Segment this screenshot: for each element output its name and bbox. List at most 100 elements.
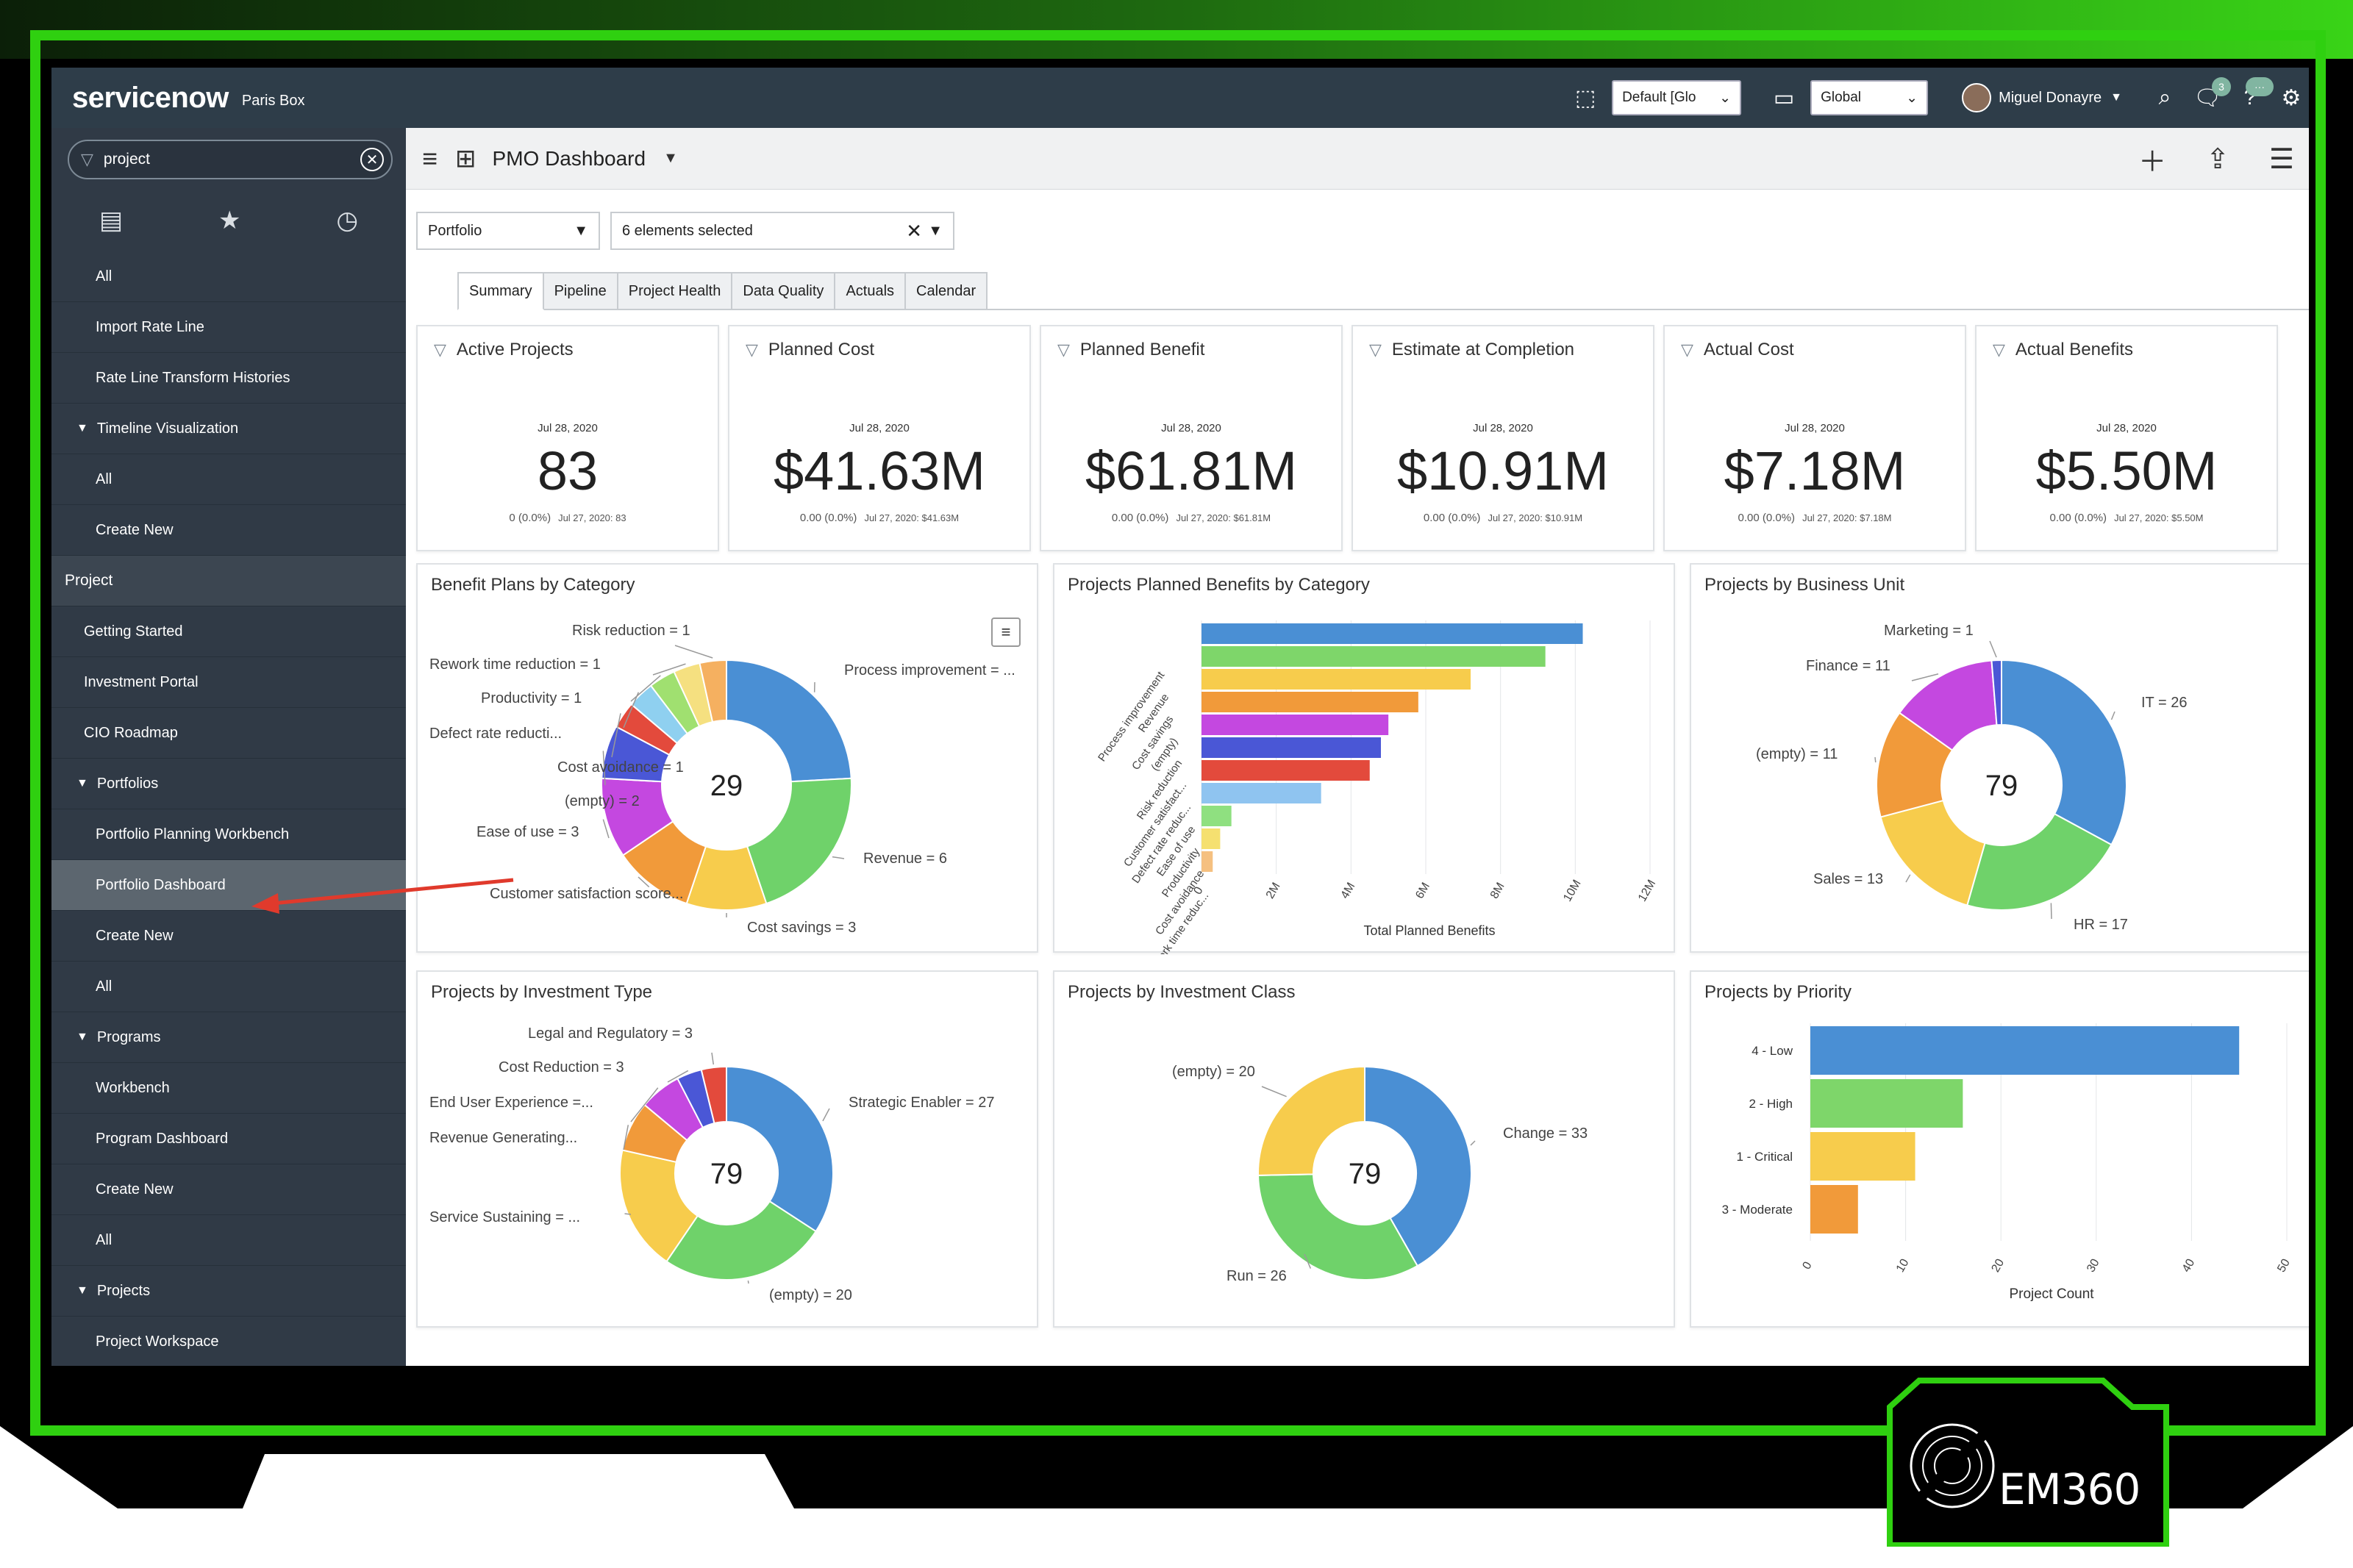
- nav-item[interactable]: Create New: [51, 1164, 406, 1215]
- bar[interactable]: [1202, 715, 1389, 735]
- nav-item[interactable]: Timeline Visualization: [51, 404, 406, 454]
- app-scope-select[interactable]: Default [Glo ⌄: [1612, 80, 1742, 115]
- donut-slice[interactable]: [1966, 812, 2113, 911]
- nav-item[interactable]: Portfolio Planning Workbench: [51, 809, 406, 860]
- bar[interactable]: [1810, 1185, 1858, 1234]
- donut-slice[interactable]: [1257, 1173, 1419, 1281]
- bar[interactable]: [1202, 669, 1471, 690]
- nav-item[interactable]: Portfolios: [51, 759, 406, 809]
- donut-slice[interactable]: [700, 1065, 727, 1125]
- bar[interactable]: [1202, 783, 1321, 803]
- elements-filter-select[interactable]: 6 elements selected ✕ ▼: [610, 212, 954, 250]
- annotation-arrow: [251, 878, 514, 914]
- donut-slice[interactable]: [726, 659, 852, 783]
- user-avatar[interactable]: [1962, 83, 1992, 112]
- tab-pipeline[interactable]: Pipeline: [543, 272, 618, 310]
- app-scope-icon[interactable]: ⬚: [1574, 85, 1596, 110]
- help-icon[interactable]: ? ···: [2237, 77, 2274, 111]
- slice-label: IT = 26: [2141, 695, 2187, 711]
- kpi-card[interactable]: ▽ Planned Cost Jul 28, 2020 $41.63M 0.00 (0.…: [728, 325, 1031, 551]
- dashboard-title[interactable]: PMO Dashboard: [492, 146, 646, 170]
- bar[interactable]: [1202, 760, 1370, 781]
- user-name[interactable]: Miguel Donayre: [1999, 89, 2102, 106]
- kpi-card[interactable]: ▽ Planned Benefit Jul 28, 2020 $61.81M 0.00 …: [1040, 325, 1343, 551]
- share-icon[interactable]: ⇪: [2206, 143, 2229, 175]
- filter-funnel-icon: ▽: [746, 340, 758, 359]
- nav-item[interactable]: Project Workspace: [51, 1317, 406, 1366]
- domain-select[interactable]: Global ⌄: [1810, 80, 1929, 115]
- nav-item[interactable]: All: [51, 454, 406, 505]
- bar[interactable]: [1202, 692, 1418, 712]
- donut-slice[interactable]: [1990, 659, 2002, 726]
- kpi-previous: Jul 27, 2020: $10.91M: [1488, 512, 1583, 523]
- tab-summary[interactable]: Summary: [457, 272, 544, 310]
- domain-icon[interactable]: ▭: [1773, 85, 1795, 110]
- bar[interactable]: [1202, 737, 1381, 758]
- nav-item[interactable]: Portfolio Dashboard: [51, 860, 406, 911]
- bar[interactable]: [1202, 851, 1213, 872]
- tab-actuals[interactable]: Actuals: [835, 272, 907, 310]
- kpi-title: ▽ Planned Cost: [746, 340, 874, 360]
- nav-item[interactable]: All: [51, 251, 406, 302]
- kpi-value: $5.50M: [2035, 440, 2218, 501]
- clear-selection-icon[interactable]: ✕: [906, 219, 922, 242]
- nav-item[interactable]: Workbench: [51, 1063, 406, 1114]
- donut-slice[interactable]: [619, 1149, 699, 1263]
- kpi-card[interactable]: ▽ Actual Cost Jul 28, 2020 $7.18M 0.00 (0.0%…: [1663, 325, 1966, 551]
- tab-project-health[interactable]: Project Health: [618, 272, 733, 310]
- bar[interactable]: [1810, 1079, 1963, 1128]
- nav-item[interactable]: Program Dashboard: [51, 1114, 406, 1164]
- donut-slice[interactable]: [726, 1065, 834, 1233]
- portfolio-filter-select[interactable]: Portfolio ▼: [416, 212, 600, 250]
- nav-item[interactable]: All: [51, 1215, 406, 1266]
- clear-filter-icon[interactable]: ✕: [360, 148, 384, 171]
- nav-item[interactable]: Create New: [51, 911, 406, 962]
- search-icon[interactable]: ⌕: [2158, 85, 2171, 110]
- tab-data-quality[interactable]: Data Quality: [732, 272, 836, 310]
- connect-chat-icon[interactable]: 🗨 3: [2193, 77, 2231, 111]
- history-clock-icon[interactable]: ◷: [336, 207, 359, 235]
- dashboard-switcher-caret-icon[interactable]: ▼: [663, 150, 678, 166]
- nav-item[interactable]: Rate Line Transform Histories: [51, 353, 406, 404]
- slice-label: (empty) = 2: [565, 793, 640, 809]
- chart-menu-icon[interactable]: ≡: [991, 617, 1021, 647]
- nav-item[interactable]: Programs: [51, 1012, 406, 1063]
- donut-slice[interactable]: [1257, 1065, 1365, 1176]
- donut-slice[interactable]: [1879, 799, 1986, 906]
- x-tick-label: 50: [2275, 1257, 2293, 1275]
- nav-item[interactable]: Projects: [51, 1266, 406, 1317]
- bar[interactable]: [1202, 806, 1232, 826]
- bar[interactable]: [1810, 1026, 2240, 1075]
- nav-item[interactable]: Create New: [51, 505, 406, 556]
- nav-filter-input[interactable]: ▽ project ✕: [68, 140, 393, 179]
- bar[interactable]: [1810, 1132, 1915, 1181]
- donut-slice[interactable]: [2001, 659, 2127, 846]
- bar[interactable]: [1202, 623, 1583, 644]
- kpi-card[interactable]: ▽ Estimate at Completion Jul 28, 2020 $10.9…: [1352, 325, 1654, 551]
- nav-item[interactable]: All: [51, 962, 406, 1012]
- kpi-card[interactable]: ▽ Active Projects Jul 28, 2020 83 0 (0.0%) Ju…: [416, 325, 719, 551]
- user-menu-caret-icon[interactable]: ▼: [2110, 91, 2122, 104]
- gear-icon[interactable]: ⚙: [2281, 85, 2302, 110]
- donut-slice[interactable]: [699, 659, 727, 723]
- bar[interactable]: [1202, 646, 1546, 667]
- dashboard-settings-icon[interactable]: ☰: [2268, 143, 2294, 175]
- nav-item[interactable]: Investment Portal: [51, 657, 406, 708]
- kpi-date: Jul 28, 2020: [1161, 422, 1221, 434]
- nav-item[interactable]: Import Rate Line: [51, 302, 406, 353]
- kpi-card[interactable]: ▽ Actual Benefits Jul 28, 2020 $5.50M 0.00 (…: [1975, 325, 2278, 551]
- all-apps-icon[interactable]: ▤: [99, 207, 124, 235]
- tab-calendar[interactable]: Calendar: [906, 272, 988, 310]
- favorites-star-icon[interactable]: ★: [218, 207, 241, 235]
- add-widget-icon[interactable]: ＋: [2138, 146, 2167, 178]
- hamburger-menu-icon[interactable]: ≡: [422, 143, 438, 173]
- nav-item[interactable]: Project: [51, 556, 406, 606]
- donut-slice[interactable]: [746, 777, 852, 905]
- donut-slice[interactable]: [1364, 1065, 1472, 1267]
- nav-item[interactable]: Getting Started: [51, 606, 406, 657]
- bar[interactable]: [1202, 828, 1221, 849]
- servicenow-logo[interactable]: servicenow: [72, 81, 229, 114]
- dashboard-grid-icon[interactable]: ⊞: [455, 144, 476, 173]
- donut-slice[interactable]: [665, 1200, 817, 1281]
- nav-item[interactable]: CIO Roadmap: [51, 708, 406, 759]
